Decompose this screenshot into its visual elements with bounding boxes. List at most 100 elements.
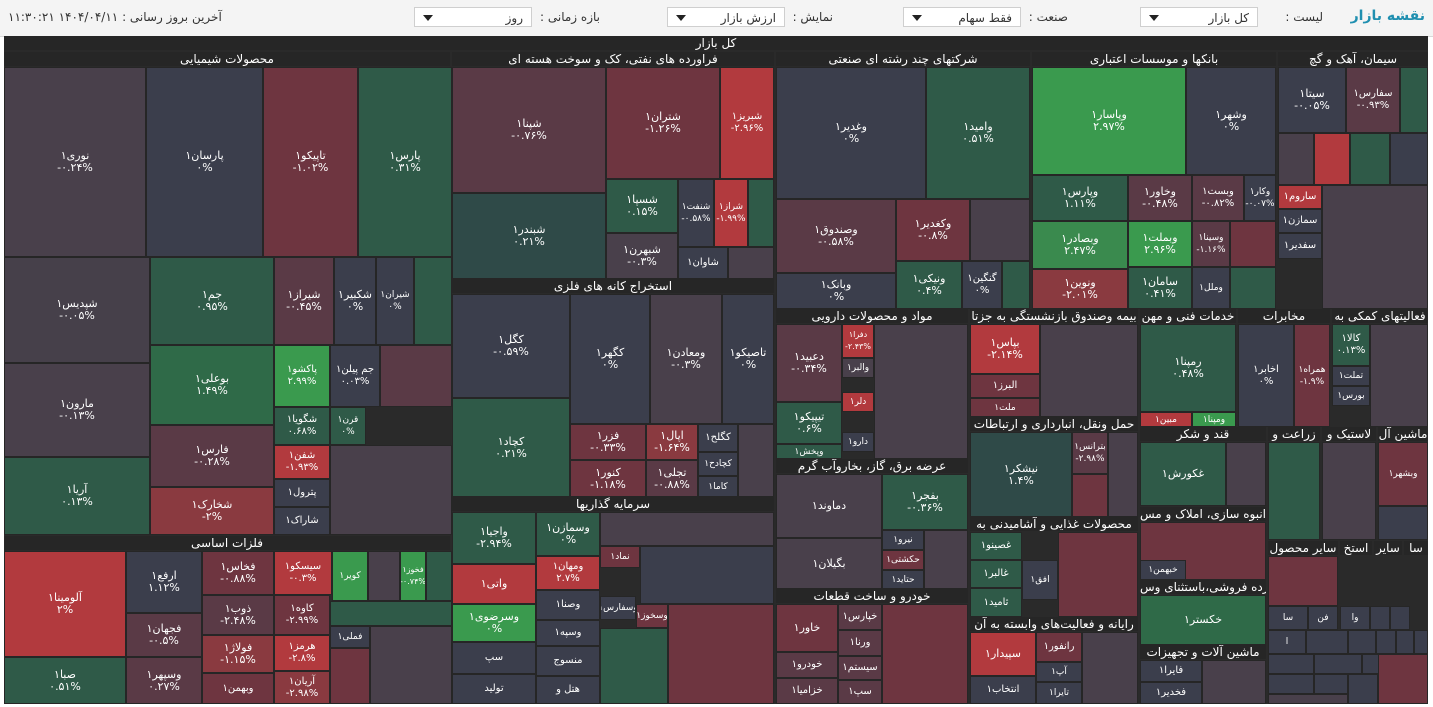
stock-tile[interactable]: تولید bbox=[452, 674, 536, 704]
stock-tile[interactable]: وپاسار۱ ۲.۹۷% bbox=[1032, 67, 1186, 175]
stock-tile[interactable]: شبندر۱ ۰.۲۱% bbox=[452, 193, 606, 279]
stock-tile[interactable]: بورس۱ bbox=[1332, 386, 1370, 406]
stock-tile[interactable]: پارس۱ ۰.۳۱% bbox=[358, 67, 452, 257]
stock-tile[interactable]: مارون۱ -۰.۱۳% bbox=[4, 363, 150, 457]
stock-tile[interactable] bbox=[1376, 630, 1396, 654]
stock-tile[interactable]: نیشکر۱ ۱.۴% bbox=[970, 432, 1072, 517]
stock-tile[interactable]: نیرو۱ bbox=[882, 530, 924, 550]
stock-tile[interactable]: خکستر۱ bbox=[1140, 595, 1266, 645]
stock-tile[interactable] bbox=[728, 247, 774, 279]
stock-tile[interactable]: واجیا۱ -۲.۹۴% bbox=[452, 512, 536, 564]
list-select[interactable]: کل بازار bbox=[1140, 7, 1258, 27]
stock-tile[interactable]: وسفارس۱ bbox=[600, 596, 636, 620]
stock-tile[interactable]: خپارس۱ bbox=[838, 604, 882, 630]
stock-tile[interactable]: تاپیکو۱ -۱.۰۲% bbox=[263, 67, 358, 257]
stock-tile[interactable]: شیراز۱ -۰.۴۵% bbox=[274, 257, 334, 345]
stock-tile[interactable]: حتاید۱ bbox=[882, 570, 924, 589]
stock-tile[interactable]: کگل۱ -۰.۵۹% bbox=[452, 294, 570, 398]
stock-tile[interactable]: شگویا۱ ۰.۶۸% bbox=[274, 407, 330, 445]
stock-tile[interactable]: ومهان۱ ۲.۷% bbox=[536, 556, 600, 590]
stock-tile[interactable] bbox=[600, 628, 668, 704]
stock-tile[interactable]: دارو۱ bbox=[842, 432, 874, 452]
stock-tile[interactable] bbox=[1378, 506, 1428, 540]
stock-tile[interactable] bbox=[1072, 474, 1108, 517]
stock-tile[interactable]: خبهمن۱ bbox=[1140, 560, 1186, 580]
stock-tile[interactable]: هتل و bbox=[536, 676, 600, 704]
stock-tile[interactable]: اپال۱ -۱.۶۴% bbox=[646, 424, 698, 460]
stock-tile[interactable] bbox=[1230, 267, 1276, 309]
sector-header[interactable]: مواد و محصولات دارویی bbox=[776, 309, 968, 323]
stock-tile[interactable]: شاوان۱ bbox=[678, 247, 728, 279]
stock-tile[interactable]: سپ bbox=[452, 642, 536, 674]
stock-tile[interactable]: دعبید۱ -۰.۳۴% bbox=[776, 324, 842, 402]
stock-tile[interactable]: پارسان۱ ۰% bbox=[146, 67, 263, 257]
stock-tile[interactable]: سا bbox=[1268, 606, 1308, 630]
stock-tile[interactable] bbox=[1314, 654, 1362, 674]
stock-tile[interactable] bbox=[1378, 654, 1428, 704]
stock-tile[interactable]: آپ۱ bbox=[1036, 662, 1082, 682]
stock-tile[interactable]: وبانک۱ ۰% bbox=[776, 273, 896, 309]
stock-tile[interactable]: کنور۱ -۱.۱۸% bbox=[570, 460, 646, 497]
stock-tile[interactable]: پاکشو۱ ۲.۹۹% bbox=[274, 345, 330, 407]
stock-tile[interactable] bbox=[1350, 133, 1390, 185]
stock-tile[interactable]: البرز۱ bbox=[970, 374, 1040, 398]
stock-tile[interactable]: کویر۱ bbox=[332, 551, 368, 601]
stock-tile[interactable]: وبهمن۱ bbox=[202, 673, 274, 704]
stock-tile[interactable]: ملت۱ bbox=[970, 398, 1040, 417]
stock-tile[interactable]: آریان۱ -۲.۹۸% bbox=[274, 671, 330, 704]
stock-tile[interactable]: آلومینا۱ ۲% bbox=[4, 551, 126, 657]
stock-tile[interactable]: وسپه۱ bbox=[536, 620, 600, 646]
stock-tile[interactable]: دفرا۱ -۲.۴۳% bbox=[842, 324, 874, 358]
stock-tile[interactable] bbox=[1058, 532, 1138, 617]
stock-tile[interactable] bbox=[1348, 630, 1376, 654]
sector-header[interactable]: لاستیک و bbox=[1322, 427, 1376, 441]
stock-tile[interactable]: خودرو۱ bbox=[776, 652, 838, 678]
stock-tile[interactable]: شسپا۱ ۰.۱۵% bbox=[606, 179, 678, 233]
stock-tile[interactable] bbox=[1370, 606, 1390, 630]
stock-tile[interactable] bbox=[668, 604, 774, 704]
stock-tile[interactable] bbox=[1306, 630, 1348, 654]
stock-tile[interactable]: فایرا۱ bbox=[1140, 660, 1202, 682]
stock-tile[interactable]: انتخاب۱ bbox=[970, 676, 1036, 704]
stock-tile[interactable] bbox=[1002, 261, 1030, 309]
stock-tile[interactable]: وصنا۱ bbox=[536, 590, 600, 620]
stock-tile[interactable]: سمازن۱ bbox=[1278, 209, 1322, 233]
stock-tile[interactable]: وشهر۱ ۰% bbox=[1186, 67, 1276, 175]
stock-tile[interactable]: بپاس۱ -۲.۱۴% bbox=[970, 324, 1040, 374]
stock-tile[interactable]: کاوه۱ -۲.۹۹% bbox=[274, 595, 330, 635]
stock-tile[interactable]: تیپیکو۱ ۰.۶% bbox=[776, 402, 842, 444]
stock-tile[interactable]: فن bbox=[1308, 606, 1338, 630]
stock-tile[interactable]: حکشتی۱ bbox=[882, 550, 924, 570]
stock-tile[interactable]: رانفور۱ bbox=[1036, 632, 1082, 662]
stock-tile[interactable]: ساروم۱ bbox=[1278, 185, 1322, 209]
sector-header[interactable]: خودرو و ساخت قطعات bbox=[776, 589, 968, 603]
stock-tile[interactable]: همراه۱ -۱.۹% bbox=[1294, 324, 1330, 427]
stock-tile[interactable]: شپدیس۱ -۰.۰۵% bbox=[4, 257, 150, 363]
stock-tile[interactable] bbox=[330, 648, 370, 704]
stock-tile[interactable]: کالا۱ ۰.۱۳% bbox=[1332, 324, 1370, 366]
stock-tile[interactable]: بترانس۱ -۲.۹۸% bbox=[1072, 432, 1108, 474]
stock-tile[interactable] bbox=[640, 546, 774, 604]
stock-tile[interactable] bbox=[368, 551, 400, 601]
sector-header[interactable]: فراورده های نفتی، کک و سوخت هسته ای bbox=[452, 52, 774, 66]
stock-tile[interactable] bbox=[1400, 67, 1428, 133]
stock-tile[interactable] bbox=[1268, 674, 1314, 694]
sector-header[interactable]: انبوه سازی، املاک و مس bbox=[1140, 507, 1266, 521]
stock-tile[interactable]: سپیدار۱ bbox=[970, 632, 1036, 676]
stock-tile[interactable] bbox=[330, 445, 452, 535]
stock-tile[interactable]: ونیکی۱ ۰.۴% bbox=[896, 261, 962, 309]
stock-tile[interactable]: فزر۱ -۰.۳۳% bbox=[570, 424, 646, 460]
stock-tile[interactable] bbox=[1082, 632, 1138, 704]
stock-tile[interactable] bbox=[414, 257, 452, 345]
stock-tile[interactable]: وپارس۱ ۱.۱۱% bbox=[1032, 175, 1128, 221]
stock-tile[interactable]: تاصیکو۱ ۰% bbox=[722, 294, 774, 424]
stock-tile[interactable] bbox=[1230, 221, 1276, 267]
stock-tile[interactable]: آریا۱ ۰.۱۳% bbox=[4, 457, 150, 535]
stock-tile[interactable]: خاور۱ bbox=[776, 604, 838, 652]
sector-header[interactable]: ماشین آل bbox=[1378, 427, 1428, 441]
stock-tile[interactable]: شاراک۱ bbox=[274, 507, 330, 535]
stock-tile[interactable]: بگیلان۱ bbox=[776, 538, 882, 589]
stock-tile[interactable]: جم۱ ۰.۹۵% bbox=[150, 257, 274, 345]
stock-tile[interactable] bbox=[1390, 606, 1410, 630]
stock-tile[interactable]: دلر۱ bbox=[842, 392, 874, 412]
